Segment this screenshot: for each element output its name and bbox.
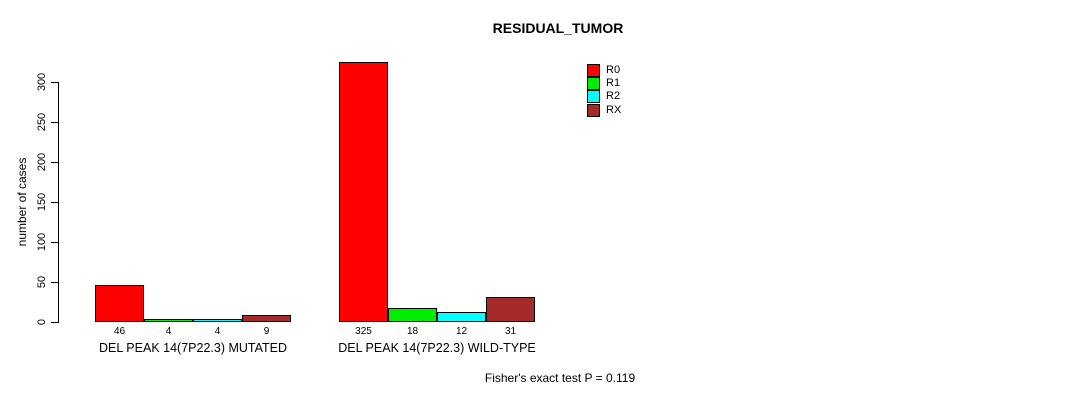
legend-swatch-icon [587, 90, 600, 104]
y-axis-tick-label: 250 [36, 112, 48, 132]
y-axis-tick [51, 322, 58, 323]
legend: R0 R1 R2 RX [587, 64, 621, 117]
legend-item-r1: R1 [587, 77, 621, 91]
bar-rx-group1 [242, 315, 291, 322]
y-axis-tick [51, 242, 58, 243]
y-axis-tick-label: 100 [36, 232, 48, 252]
legend-item-r2: R2 [587, 90, 621, 104]
bar-value-label: 4 [214, 326, 221, 337]
bar-value-label: 4 [165, 326, 172, 337]
bar-r2-group2 [437, 312, 486, 322]
y-axis-tick [51, 202, 58, 203]
bar-r2-group1 [193, 319, 242, 322]
category-label: DEL PEAK 14(7P22.3) WILD-TYPE [338, 341, 536, 355]
bar-value-label: 31 [504, 326, 517, 337]
y-axis-tick [51, 282, 58, 283]
legend-item-r0: R0 [587, 64, 621, 78]
bar-value-label: 46 [113, 326, 126, 337]
chart-title: RESIDUAL_TUMOR [492, 20, 624, 36]
category-label: DEL PEAK 14(7P22.3) MUTATED [98, 341, 288, 355]
legend-label: R1 [606, 77, 621, 90]
legend-swatch-icon [587, 77, 600, 91]
legend-swatch-icon [587, 103, 600, 117]
y-axis-tick-label: 50 [36, 275, 48, 289]
legend-label: R2 [606, 90, 621, 103]
bar-rx-group2 [486, 297, 535, 322]
y-axis-tick-label: 150 [36, 192, 48, 212]
legend-item-rx: RX [587, 103, 622, 117]
bar-value-label: 325 [355, 326, 372, 337]
legend-swatch-icon [587, 64, 600, 78]
y-axis-tick-label: 0 [36, 318, 48, 326]
bar-r1-group1 [144, 319, 193, 322]
annotation-text: Fisher's exact test P = 0.119 [484, 371, 636, 385]
y-axis-line [58, 82, 59, 323]
y-axis-tick [51, 122, 58, 123]
y-axis-tick [51, 82, 58, 83]
bar-value-label: 12 [455, 326, 468, 337]
y-axis-tick-label: 300 [36, 72, 48, 92]
bar-r0-group1 [95, 285, 144, 322]
bar-value-label: 9 [263, 326, 270, 337]
bar-r0-group2 [339, 62, 388, 322]
y-axis-label: number of cases [15, 157, 29, 247]
bar-value-label: 18 [406, 326, 419, 337]
legend-label: RX [606, 103, 622, 116]
y-axis-tick-label: 200 [36, 152, 48, 172]
y-axis-tick [51, 162, 58, 163]
legend-label: R0 [606, 64, 621, 77]
bar-r1-group2 [388, 308, 437, 322]
